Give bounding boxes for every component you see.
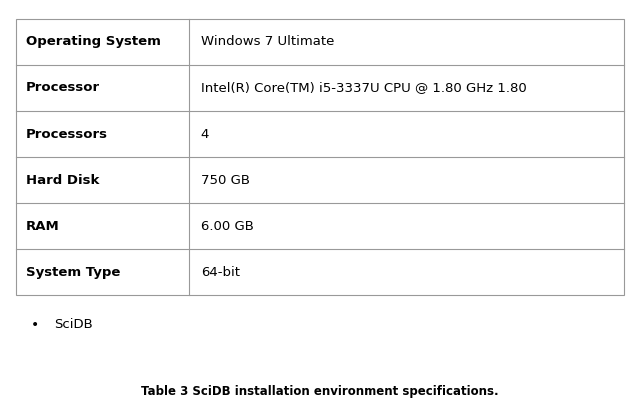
Text: •: • <box>31 318 39 332</box>
Text: 4: 4 <box>201 127 209 141</box>
Text: System Type: System Type <box>26 266 120 279</box>
Text: RAM: RAM <box>26 220 60 233</box>
Text: Operating System: Operating System <box>26 35 161 49</box>
Text: 64-bit: 64-bit <box>201 266 240 279</box>
Text: Processors: Processors <box>26 127 108 141</box>
Text: Processor: Processor <box>26 81 100 95</box>
Text: Hard Disk: Hard Disk <box>26 173 99 187</box>
Text: Intel(R) Core(TM) i5-3337U CPU @ 1.80 GHz 1.80: Intel(R) Core(TM) i5-3337U CPU @ 1.80 GH… <box>201 81 527 95</box>
Text: 750 GB: 750 GB <box>201 173 250 187</box>
Text: 6.00 GB: 6.00 GB <box>201 220 253 233</box>
Text: SciDB: SciDB <box>54 318 93 331</box>
Text: Windows 7 Ultimate: Windows 7 Ultimate <box>201 35 334 49</box>
Bar <box>16 19 624 295</box>
Text: Table 3 SciDB installation environment specifications.: Table 3 SciDB installation environment s… <box>141 385 499 398</box>
